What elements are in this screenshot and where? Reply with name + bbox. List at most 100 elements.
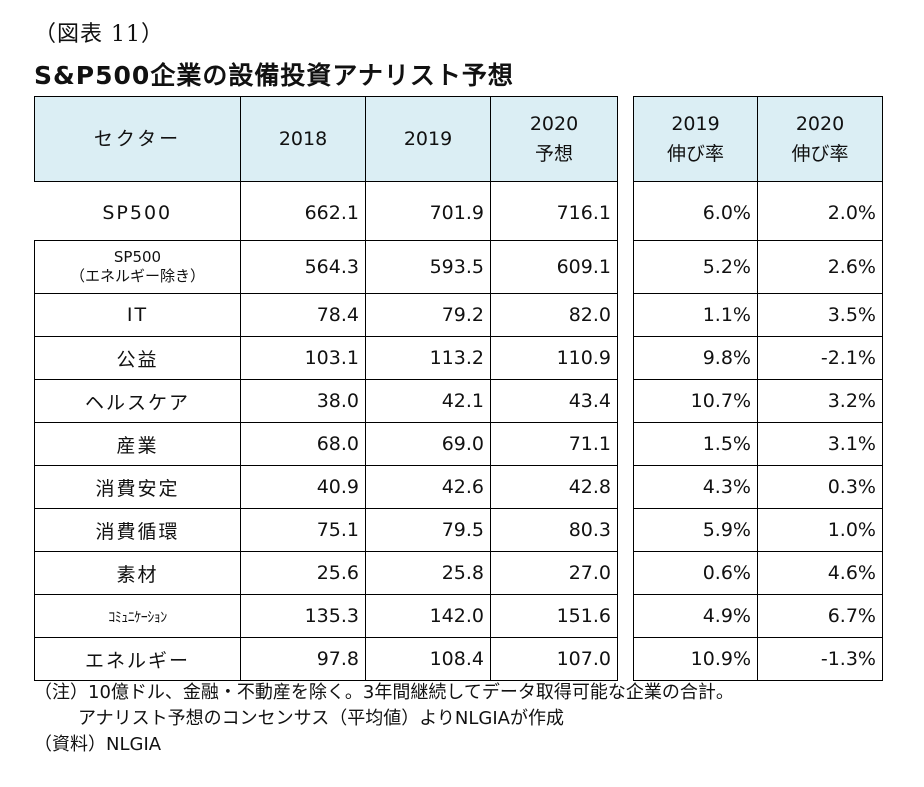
growth-2019: 10.7% [633,379,758,423]
note-line-1: （注）10億ドル、金融・不動産を除く。3年間継続してデータ取得可能な企業の合計。 [34,682,734,703]
value-2020: 107.0 [490,637,618,681]
notes-block: （注）10億ドル、金融・不動産を除く。3年間継続してデータ取得可能な企業の合計。… [34,680,734,758]
sector-name: ヘルスケア [84,391,190,414]
header-row: セクター 2018 2019 2020 予想 [34,96,618,182]
value-2019: 593.5 [365,240,491,294]
growth-2020: 3.5% [757,293,883,337]
growth-row: 1.5% 3.1% [633,422,883,466]
capex-table: セクター 2018 2019 2020 予想 SP500 662.1 701.9 71… [34,96,618,681]
sector-name: 消費循環 [95,520,180,543]
header-2019: 2019 [365,96,491,182]
value-2018: 40.9 [240,465,366,509]
growth-row: 6.0% 2.0% [633,181,883,241]
sector-name: 素材 [116,563,159,586]
growth-2019: 1.1% [633,293,758,337]
growth-2019: 4.3% [633,465,758,509]
sector-cell: 消費循環 [34,508,241,552]
growth-header-row: 2019 伸び率 2020 伸び率 [633,96,883,182]
growth-2019: 9.8% [633,336,758,380]
header-2018: 2018 [240,96,366,182]
table-row: 公益 103.1 113.2 110.9 [34,336,618,380]
growth-2020: -2.1% [757,336,883,380]
growth-2019: 10.9% [633,637,758,681]
growth-2019: 6.0% [633,181,758,241]
growth-2020: 0.3% [757,465,883,509]
value-2018: 662.1 [240,181,366,241]
growth-2020: -1.3% [757,637,883,681]
value-2018: 97.8 [240,637,366,681]
value-2020: 71.1 [490,422,618,466]
value-2020: 151.6 [490,594,618,638]
sector-cell: SP500 （エネルギー除き） [34,240,241,294]
value-2018: 38.0 [240,379,366,423]
figure-label: （図表 11） [34,22,164,47]
table-row: 消費安定 40.9 42.6 42.8 [34,465,618,509]
growth-2020: 3.1% [757,422,883,466]
value-2018: 564.3 [240,240,366,294]
sector-cell: ヘルスケア [34,379,241,423]
value-2018: 78.4 [240,293,366,337]
sector-cell: ｺﾐｭﾆｹｰｼｮﾝ [34,594,241,638]
value-2020: 42.8 [490,465,618,509]
growth-table: 2019 伸び率 2020 伸び率 6.0% 2.0% 5.2% 2.6% 1.1% 3.… [633,96,883,681]
value-2019: 69.0 [365,422,491,466]
growth-2019: 5.9% [633,508,758,552]
value-2019: 142.0 [365,594,491,638]
sector-name: 産業 [116,434,159,457]
sector-cell: 消費安定 [34,465,241,509]
value-2018: 68.0 [240,422,366,466]
sector-cell: SP500 [34,181,241,241]
growth-2019: 0.6% [633,551,758,595]
value-2020: 82.0 [490,293,618,337]
table-row: IT 78.4 79.2 82.0 [34,293,618,337]
value-2020: 110.9 [490,336,618,380]
value-2020: 609.1 [490,240,618,294]
sector-cell: 公益 [34,336,241,380]
value-2018: 135.3 [240,594,366,638]
sector-cell: IT [34,293,241,337]
growth-2020: 6.7% [757,594,883,638]
growth-row: 4.9% 6.7% [633,594,883,638]
table-title: S&P500企業の設備投資アナリスト予想 [34,61,514,90]
value-2020: 27.0 [490,551,618,595]
source-line: （資料）NLGIA [34,734,162,755]
sector-cell: 素材 [34,551,241,595]
growth-row: 5.2% 2.6% [633,240,883,294]
growth-row: 1.1% 3.5% [633,293,883,337]
sector-name: 公益 [116,348,159,371]
value-2020: 716.1 [490,181,618,241]
value-2019: 25.8 [365,551,491,595]
growth-2020: 1.0% [757,508,883,552]
value-2018: 75.1 [240,508,366,552]
value-2019: 701.9 [365,181,491,241]
value-2019: 42.1 [365,379,491,423]
value-2020: 43.4 [490,379,618,423]
table-row: 消費循環 75.1 79.5 80.3 [34,508,618,552]
sector-cell: 産業 [34,422,241,466]
value-2019: 79.5 [365,508,491,552]
sector-name: エネルギー [84,649,190,672]
sector-name: IT [126,304,149,326]
growth-row: 9.8% -2.1% [633,336,883,380]
table-row: ヘルスケア 38.0 42.1 43.4 [34,379,618,423]
value-2020: 80.3 [490,508,618,552]
growth-row: 5.9% 1.0% [633,508,883,552]
sector-name: ｺﾐｭﾆｹｰｼｮﾝ [108,610,167,626]
growth-2019: 5.2% [633,240,758,294]
growth-row: 10.9% -1.3% [633,637,883,681]
value-2019: 42.6 [365,465,491,509]
sector-name: SP500 [102,202,173,224]
growth-2020: 2.6% [757,240,883,294]
table-row: SP500 （エネルギー除き） 564.3 593.5 609.1 [34,240,618,294]
header-2019-growth: 2019 伸び率 [633,96,758,182]
table-row: 素材 25.6 25.8 27.0 [34,551,618,595]
value-2019: 113.2 [365,336,491,380]
value-2019: 79.2 [365,293,491,337]
growth-2019: 1.5% [633,422,758,466]
growth-2020: 4.6% [757,551,883,595]
growth-row: 10.7% 3.2% [633,379,883,423]
header-sector: セクター [34,96,241,182]
growth-2020: 3.2% [757,379,883,423]
growth-2020: 2.0% [757,181,883,241]
value-2018: 103.1 [240,336,366,380]
